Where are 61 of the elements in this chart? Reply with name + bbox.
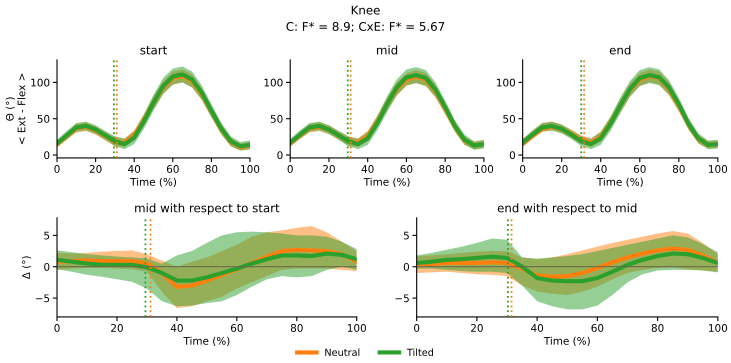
x-tick-label: 20: [90, 165, 102, 173]
x-axis-title: Time (%): [183, 336, 230, 346]
x-tick-label: 100: [241, 165, 260, 173]
legend-label: Neutral: [325, 348, 360, 356]
x-tick-label: 60: [400, 165, 412, 173]
legend-label: Tilted: [406, 348, 434, 356]
x-tick-label: 80: [439, 165, 452, 173]
chart-title: start: [140, 46, 167, 55]
y-tick-label: 0: [510, 151, 516, 160]
y-axis-title: Θ (°) < Ext - Flex >: [6, 74, 26, 144]
x-tick-label: 80: [290, 324, 303, 332]
y-tick-label: 5: [44, 232, 50, 240]
y-tick-label: 50: [270, 114, 283, 123]
x-tick-label: 80: [205, 165, 218, 173]
x-tick-label: 80: [652, 324, 664, 332]
x-tick-label: 40: [594, 165, 607, 173]
x-tick-label: 60: [634, 165, 646, 173]
chart-title: mid: [377, 45, 398, 55]
x-axis-title: Time (%): [544, 336, 590, 346]
x-tick-label: 60: [166, 165, 179, 173]
x-tick-label: 20: [323, 165, 335, 173]
x-tick-label: 40: [170, 324, 183, 332]
chart-title: end: [610, 45, 630, 55]
text: C: F* = 8.9; CxE: F* = 5.67: [286, 22, 444, 32]
text: Knee: [352, 6, 380, 15]
y-tick-label: 0: [404, 262, 410, 271]
x-tick-label: 20: [111, 324, 123, 332]
x-tick-label: 0: [520, 165, 526, 173]
y-axis-title: Δ (°): [22, 256, 32, 280]
x-axis-title: Time (%): [596, 178, 643, 187]
x-tick-label: 80: [672, 165, 685, 173]
y-tick-label: 100: [496, 78, 516, 87]
x-tick-label: 100: [348, 324, 366, 332]
x-tick-label: 100: [709, 165, 728, 173]
x-tick-label: 60: [591, 324, 604, 332]
x-tick-label: 0: [288, 165, 293, 173]
chart-title: mid with respect to start: [135, 203, 280, 215]
x-tick-label: 100: [709, 324, 728, 332]
x-tick-label: 40: [531, 324, 544, 332]
y-tick-label: 5: [404, 232, 409, 240]
x-tick-label: 20: [556, 165, 568, 173]
y-tick-label: −5: [395, 294, 409, 302]
y-tick-label: 50: [503, 114, 516, 123]
x-tick-label: 0: [54, 324, 60, 332]
x-tick-label: 20: [471, 324, 483, 332]
y-tick-label: 50: [38, 114, 50, 123]
x-tick-label: 0: [414, 324, 420, 332]
y-tick-label: 100: [264, 78, 283, 87]
x-axis-title: Time (%): [130, 178, 176, 187]
y-tick-label: 0: [44, 262, 50, 271]
x-tick-label: 0: [54, 165, 60, 173]
chart-title: end with respect to mid: [498, 203, 636, 215]
y-tick-label: −5: [36, 294, 50, 302]
x-tick-label: 40: [128, 165, 140, 173]
y-tick-label: 100: [31, 78, 50, 87]
x-tick-label: 60: [230, 324, 243, 332]
x-tick-label: 40: [362, 165, 374, 173]
y-tick-label: 0: [277, 151, 283, 160]
y-tick-label: 0: [44, 151, 50, 160]
x-tick-label: 100: [475, 165, 494, 173]
x-axis-title: Time (%): [364, 178, 410, 187]
